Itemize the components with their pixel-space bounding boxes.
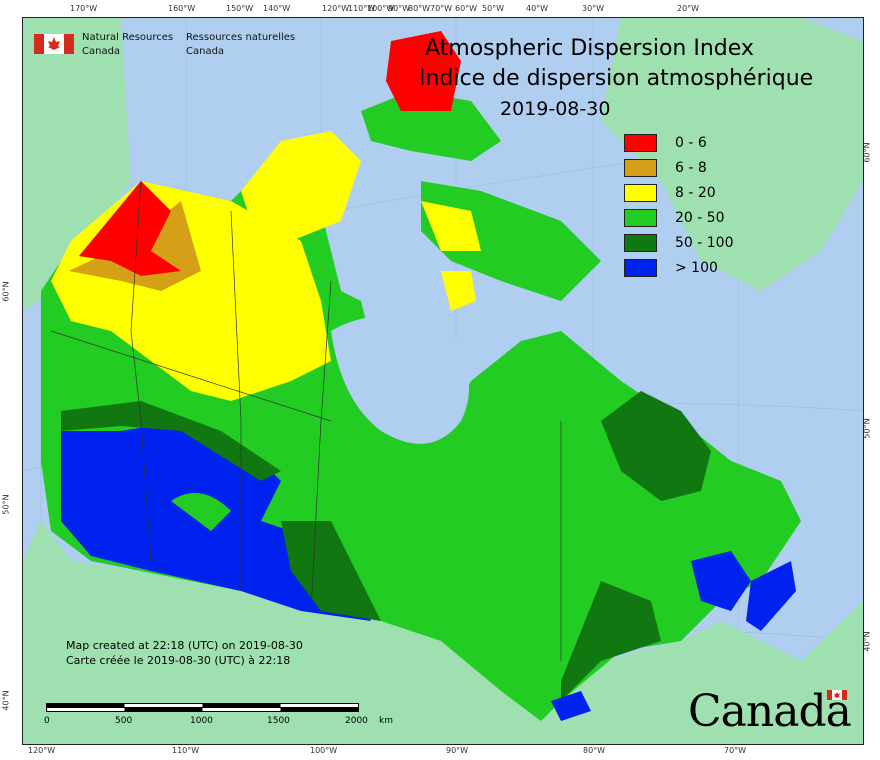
note-fr: Carte créée le 2019-08-30 (UTC) à 22:18 <box>66 654 291 667</box>
legend-label: 6 - 8 <box>675 160 707 176</box>
bottom-tick: 100°W <box>310 746 338 755</box>
legend-label: 50 - 100 <box>675 235 734 251</box>
provincial-borders <box>50 180 562 661</box>
map-date: 2019-08-30 <box>500 98 611 120</box>
org-name-en: Natural Resources Canada <box>82 31 173 59</box>
usa <box>23 521 863 744</box>
top-tick: 50°W <box>482 4 505 13</box>
ellesmere-north <box>386 31 461 111</box>
zone-100-nb <box>691 551 751 611</box>
scale-tick-label: 1000 <box>190 716 213 726</box>
bottom-tick: 70°W <box>724 746 747 755</box>
legend-swatch <box>624 159 657 177</box>
legend-label: 0 - 6 <box>675 135 707 151</box>
scale-bar <box>46 703 359 712</box>
legend-label: 20 - 50 <box>675 210 725 226</box>
legend-label: 8 - 20 <box>675 185 716 201</box>
hudson-bay <box>331 316 469 444</box>
greenland <box>601 18 863 291</box>
top-tick: 120°W <box>322 4 350 13</box>
top-tick: 80°W <box>408 4 431 13</box>
org-name-fr: Ressources naturelles Canada <box>186 31 295 59</box>
zone-20-50-patch <box>171 493 231 531</box>
wordmark-flag-icon <box>827 690 847 700</box>
canada-flag-icon <box>34 34 74 54</box>
zone-100-ontario <box>551 691 591 721</box>
left-tick: 50°N <box>1 494 11 515</box>
top-tick: 40°W <box>526 4 549 13</box>
alaska <box>23 18 131 311</box>
top-tick: 150°W <box>226 4 254 13</box>
dispersion-map <box>22 17 864 745</box>
note-en: Map created at 22:18 (UTC) on 2019-08-30 <box>66 639 303 652</box>
zone-50-100-quebec <box>601 391 711 501</box>
baffin-yellow-south <box>441 271 476 311</box>
zone-50-100-prairies <box>281 521 381 621</box>
baffin-yellow <box>421 201 481 251</box>
top-tick: 170°W <box>70 4 98 13</box>
ellesmere-south <box>361 91 501 161</box>
scale-tick-label: 500 <box>115 716 133 726</box>
map-canvas <box>23 18 863 744</box>
org-en-line1: Natural Resources <box>82 32 174 43</box>
bottom-tick: 110°W <box>172 746 200 755</box>
arctic-islands-west <box>241 131 361 241</box>
legend-swatch <box>624 234 657 252</box>
top-tick: 110°W <box>348 4 376 13</box>
scale-tick-label: 0 <box>44 716 50 726</box>
zone-100-ns <box>746 561 796 631</box>
org-fr-line1: Ressources naturelles <box>186 32 296 43</box>
top-tick: 90°W <box>388 4 411 13</box>
top-tick: 20°W <box>677 4 700 13</box>
top-tick: 70°W <box>430 4 453 13</box>
bottom-tick: 80°W <box>583 746 606 755</box>
left-tick: 40°N <box>1 690 11 711</box>
legend-label: > 100 <box>675 260 718 276</box>
top-tick: 160°W <box>168 4 196 13</box>
title-en: Atmospheric Dispersion Index <box>425 36 754 61</box>
top-tick: 140°W <box>263 4 291 13</box>
org-fr-line2: Canada <box>186 46 225 57</box>
scale-unit: km <box>379 716 393 726</box>
scale-tick-label: 2000 <box>345 716 368 726</box>
top-tick: 100°W <box>367 4 395 13</box>
zone-50-100-north <box>61 401 281 481</box>
legend-swatch <box>624 259 657 277</box>
legend-swatch <box>624 134 657 152</box>
scale-tick-label: 1500 <box>267 716 290 726</box>
bottom-tick: 120°W <box>28 746 56 755</box>
bottom-tick: 90°W <box>446 746 469 755</box>
zone-50-100-ontario <box>561 581 661 701</box>
canada-wordmark: Canada <box>688 686 852 737</box>
top-tick: 30°W <box>582 4 605 13</box>
org-en-line2: Canada <box>82 46 121 57</box>
legend-swatch <box>624 209 657 227</box>
map-notes: Map created at 22:18 (UTC) on 2019-08-30… <box>66 638 303 668</box>
legend-swatch <box>624 184 657 202</box>
zone-0-6-nw <box>79 181 181 276</box>
left-tick: 60°N <box>1 281 11 302</box>
title-fr: Indice de dispersion atmosphérique <box>419 66 814 91</box>
top-tick: 60°W <box>455 4 478 13</box>
